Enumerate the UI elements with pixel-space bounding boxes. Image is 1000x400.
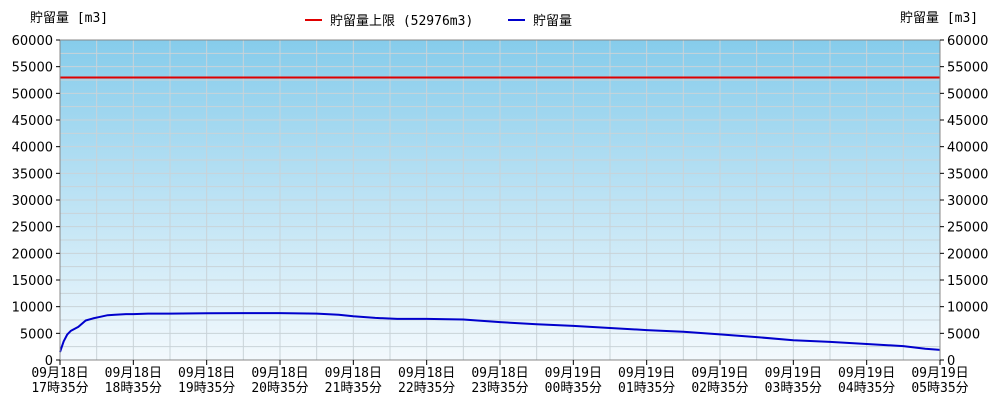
x-tick-time: 02時35分	[691, 381, 748, 396]
y-tick-label-right: 5000	[947, 327, 980, 342]
x-ticks: 09月18日17時35分09月18日18時35分09月18日19時35分09月1…	[31, 360, 969, 396]
x-tick-time: 23時35分	[471, 381, 528, 396]
y-tick-label-right: 30000	[947, 194, 988, 209]
x-tick-date: 09月18日	[31, 366, 88, 381]
x-tick-date: 09月18日	[178, 366, 235, 381]
legend: 貯留量上限 (52976m3) 貯留量	[305, 14, 572, 29]
y-tick-label-right: 25000	[947, 221, 988, 236]
y-ticks-left: 0 5000 10000 15000 20000 25000 30000 35000 40000…	[12, 34, 60, 369]
x-tick-date: 09月18日	[105, 366, 162, 381]
x-tick-date: 09月19日	[911, 366, 968, 381]
y-tick-label-left: 55000	[12, 61, 53, 76]
legend-label-storage: 貯留量	[533, 14, 572, 29]
y-tick-label-right: 45000	[947, 114, 988, 129]
legend-label-limit: 貯留量上限 (52976m3)	[330, 14, 473, 29]
y-axis-label-left: 貯留量 [m3]	[30, 11, 108, 26]
y-tick-label-left: 35000	[12, 167, 53, 182]
x-tick-date: 09月19日	[765, 366, 822, 381]
y-tick-label-left: 20000	[12, 247, 53, 262]
y-tick-label-left: 30000	[12, 194, 53, 209]
x-tick-time: 22時35分	[398, 381, 455, 396]
x-tick-date: 09月18日	[251, 366, 308, 381]
y-tick-label-right: 15000	[947, 274, 988, 289]
y-tick-label-left: 5000	[20, 327, 53, 342]
y-tick-label-right: 50000	[947, 87, 988, 102]
x-tick-date: 09月19日	[838, 366, 895, 381]
y-tick-label-right: 20000	[947, 247, 988, 262]
x-tick-time: 21時35分	[325, 381, 382, 396]
y-tick-label-left: 15000	[12, 274, 53, 289]
x-tick-time: 04時35分	[838, 381, 895, 396]
y-tick-label-right: 55000	[947, 61, 988, 76]
y-tick-label-left: 10000	[12, 301, 53, 316]
y-axis-label-right: 貯留量 [m3]	[900, 11, 978, 26]
y-tick-label-right: 60000	[947, 34, 988, 49]
y-tick-label-left: 45000	[12, 114, 53, 129]
series-line-storage	[59, 312, 941, 353]
x-tick-time: 01時35分	[618, 381, 675, 396]
x-tick-time: 18時35分	[105, 381, 162, 396]
x-tick-time: 00時35分	[545, 381, 602, 396]
y-tick-label-left: 40000	[12, 141, 53, 156]
y-tick-label-right: 35000	[947, 167, 988, 182]
y-tick-label-right: 40000	[947, 141, 988, 156]
x-tick-time: 17時35分	[31, 381, 88, 396]
gridlines	[60, 40, 940, 360]
x-tick-date: 09月19日	[691, 366, 748, 381]
y-tick-label-right: 10000	[947, 301, 988, 316]
y-tick-label-left: 60000	[12, 34, 53, 49]
y-tick-label-left: 50000	[12, 87, 53, 102]
x-tick-date: 09月18日	[325, 366, 382, 381]
series-layer	[59, 76, 941, 353]
x-tick-date: 09月18日	[398, 366, 455, 381]
y-ticks-right: 0 5000 10000 15000 20000 25000 30000 35000 40000…	[940, 34, 988, 369]
x-tick-time: 19時35分	[178, 381, 235, 396]
x-tick-date: 09月19日	[618, 366, 675, 381]
y-tick-label-left: 25000	[12, 221, 53, 236]
x-tick-time: 20時35分	[251, 381, 308, 396]
x-tick-date: 09月18日	[471, 366, 528, 381]
x-tick-time: 05時35分	[911, 381, 968, 396]
x-tick-date: 09月19日	[545, 366, 602, 381]
y-tick-label-left: 0	[45, 354, 53, 369]
y-tick-label-right: 0	[947, 354, 955, 369]
x-tick-time: 03時35分	[765, 381, 822, 396]
